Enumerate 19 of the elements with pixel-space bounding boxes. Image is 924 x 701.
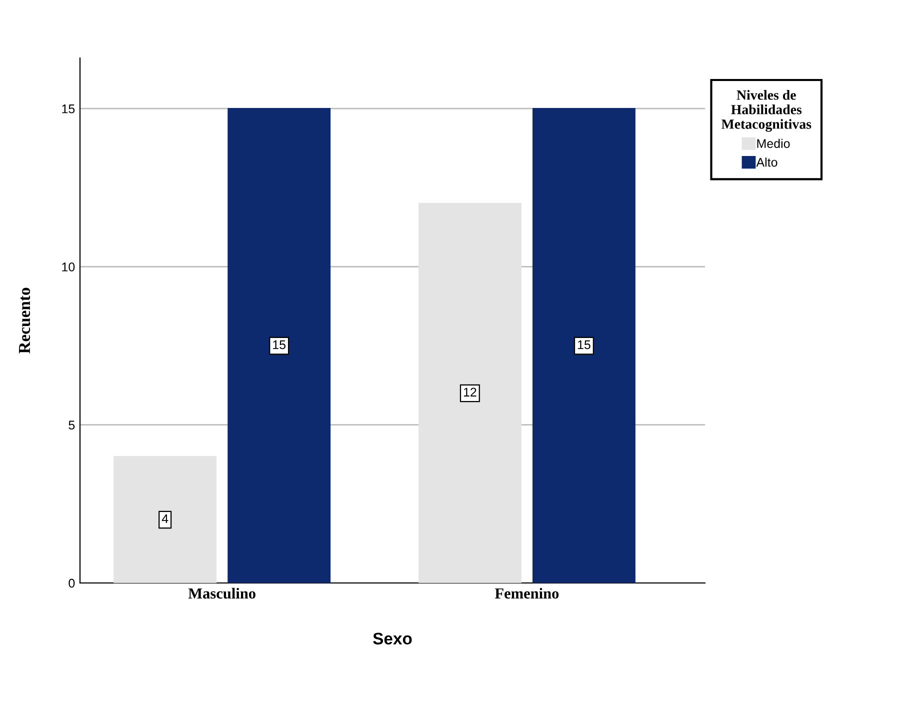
x-tick-label: Masculino [188,588,256,599]
legend-label: Medio [757,138,790,148]
x-tick-label: Femenino [494,588,559,599]
y-tick-label: 10 [62,262,75,272]
y-axis-title: Recuento [18,288,30,354]
bar [228,108,331,583]
legend-title: Niveles de Habilidades Metacognitivas [721,90,812,132]
data-label: 12 [464,388,476,396]
data-label: 15 [578,340,590,350]
data-label: 4 [162,514,168,523]
data-label: 15 [273,340,286,350]
y-tick-label: 5 [68,420,75,430]
y-tick-label: 15 [62,104,75,114]
x-axis-title: Sexo [373,632,412,645]
bar [418,202,522,583]
y-tick-label: 0 [68,578,75,588]
bar [114,456,217,583]
legend-label: Alto [756,158,778,167]
bar [532,108,636,583]
